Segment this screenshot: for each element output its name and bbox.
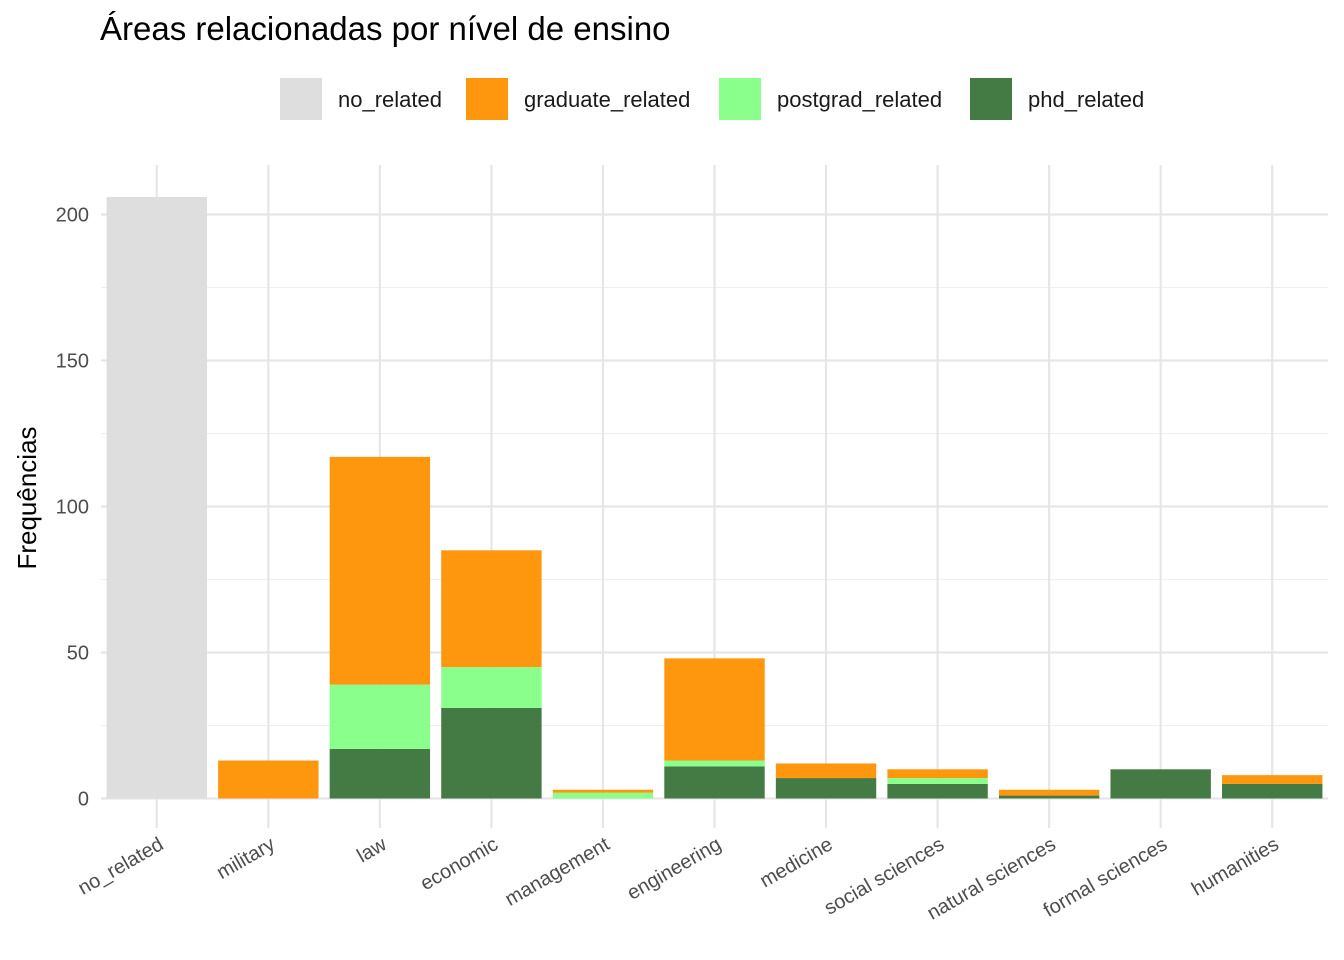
- bars-layer: [106, 196, 1323, 799]
- bar-phd_related-medicine: [775, 778, 877, 799]
- bar-graduate_related-humanities: [1222, 775, 1323, 784]
- legend-label-postgrad_related: postgrad_related: [777, 87, 942, 112]
- bar-phd_related-formal-sciences: [1110, 769, 1211, 799]
- y-tick-label: 0: [78, 789, 89, 811]
- x-tick-label: law: [353, 833, 390, 867]
- x-tick-label: economic: [417, 833, 502, 895]
- bar-phd_related-engineering: [664, 766, 765, 799]
- y-axis-ticks: 0 50 100 150 200: [56, 205, 89, 811]
- legend-key-phd_related: [970, 78, 1012, 120]
- bar-graduate_related-medicine: [775, 763, 877, 779]
- y-tick-label: 150: [56, 351, 89, 373]
- y-tick-label: 50: [67, 643, 89, 665]
- y-tick-label: 100: [56, 497, 89, 519]
- bar-postgrad_related-management: [552, 792, 654, 799]
- bar-graduate_related-management: [552, 789, 654, 793]
- bar-graduate_related-military: [218, 760, 319, 799]
- x-tick-label: management: [501, 833, 613, 911]
- legend-key-graduate_related: [466, 78, 508, 120]
- x-tick-label: engineering: [623, 833, 725, 904]
- x-axis-ticks: no_related military law economic management e…: [74, 833, 1282, 925]
- bar-graduate_related-economic: [441, 550, 542, 668]
- bar-no_related-no_related: [106, 196, 207, 799]
- bar-phd_related-economic: [441, 707, 542, 799]
- bar-graduate_related-social-sciences: [887, 769, 988, 779]
- bar-postgrad_related-social-sciences: [887, 778, 988, 784]
- legend-key-no_related: [280, 78, 322, 120]
- x-tick-label: humanities: [1188, 833, 1283, 900]
- bar-phd_related-humanities: [1222, 783, 1323, 799]
- legend-label-no_related: no_related: [338, 87, 442, 112]
- bar-graduate_related-engineering: [664, 658, 765, 761]
- legend-key-postgrad_related: [719, 78, 761, 120]
- bar-phd_related-natural-sciences: [998, 795, 1100, 799]
- x-tick-label: no_related: [74, 833, 167, 899]
- legend: no_related graduate_related postgrad_relat…: [280, 78, 1144, 120]
- chart-title: Áreas relacionadas por nível de ensino: [100, 10, 671, 47]
- bar-postgrad_related-engineering: [664, 760, 765, 767]
- x-tick-label: medicine: [756, 833, 836, 892]
- x-tick-label: formal sciences: [1040, 833, 1171, 922]
- bar-graduate_related-natural-sciences: [998, 789, 1100, 796]
- bar-graduate_related-law: [329, 456, 431, 685]
- y-axis-title: Frequências: [12, 426, 42, 569]
- bar-phd_related-social-sciences: [887, 783, 988, 799]
- bar-postgrad_related-law: [329, 684, 431, 749]
- x-tick-label: military: [213, 833, 279, 884]
- bar-phd_related-law: [329, 748, 431, 799]
- legend-label-phd_related: phd_related: [1028, 87, 1144, 112]
- bar-postgrad_related-economic: [441, 667, 542, 708]
- y-tick-label: 200: [56, 205, 89, 227]
- legend-label-graduate_related: graduate_related: [524, 87, 690, 112]
